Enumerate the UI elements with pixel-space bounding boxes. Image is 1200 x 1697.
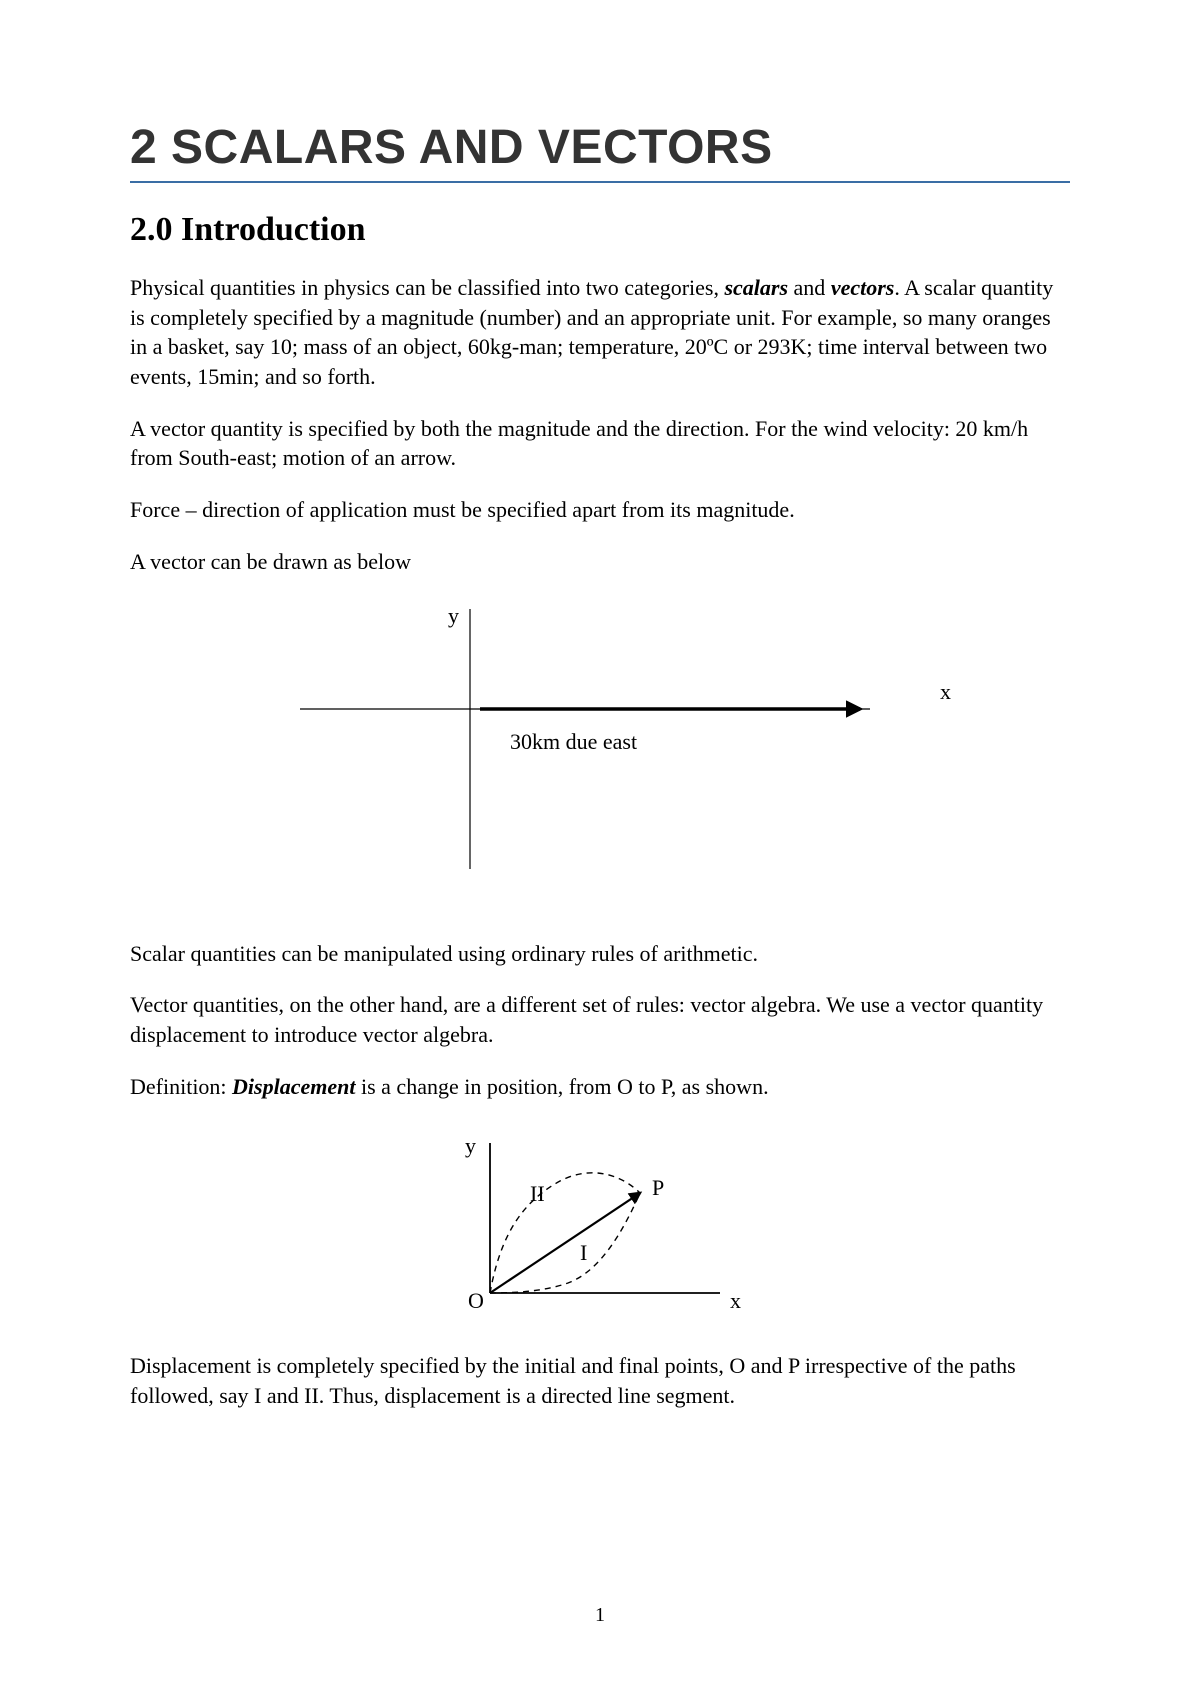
text: Physical quantities in physics can be cl… xyxy=(130,275,724,300)
paragraph-displacement-expl: Displacement is completely specified by … xyxy=(130,1351,1070,1410)
paragraph-vector-algebra: Vector quantities, on the other hand, ar… xyxy=(130,990,1070,1049)
paragraph-scalar-arith: Scalar quantities can be manipulated usi… xyxy=(130,939,1070,969)
svg-text:I: I xyxy=(580,1240,587,1265)
paragraph-force: Force – direction of application must be… xyxy=(130,495,1070,525)
term-displacement: Displacement xyxy=(232,1074,355,1099)
diagram-1-container: y x 30km due east xyxy=(130,599,1070,899)
svg-text:O: O xyxy=(468,1288,484,1313)
paragraph-displacement-def: Definition: Displacement is a change in … xyxy=(130,1072,1070,1102)
displacement-diagram: OxyPIII xyxy=(390,1123,810,1333)
vector-diagram: y x 30km due east xyxy=(220,599,980,899)
svg-text:P: P xyxy=(652,1175,664,1200)
section-title: 2.0 Introduction xyxy=(130,211,1070,249)
page-number: 1 xyxy=(0,1604,1200,1627)
text: is a change in position, from O to P, as… xyxy=(355,1074,768,1099)
svg-text:y: y xyxy=(465,1133,476,1158)
svg-text:y: y xyxy=(448,603,459,628)
svg-text:x: x xyxy=(730,1288,741,1313)
svg-text:II: II xyxy=(530,1181,545,1206)
paragraph-vector-def: A vector quantity is specified by both t… xyxy=(130,414,1070,473)
svg-text:x: x xyxy=(940,679,951,704)
diagram-2-container: OxyPIII xyxy=(130,1123,1070,1333)
term-scalars: scalars xyxy=(724,275,788,300)
text: and xyxy=(788,275,831,300)
paragraph-intro: Physical quantities in physics can be cl… xyxy=(130,273,1070,392)
text: Definition: xyxy=(130,1074,232,1099)
chapter-title: 2 SCALARS AND VECTORS xyxy=(130,120,1070,183)
svg-text:30km due east: 30km due east xyxy=(510,729,637,754)
term-vectors: vectors xyxy=(831,275,895,300)
paragraph-vector-drawn: A vector can be drawn as below xyxy=(130,547,1070,577)
